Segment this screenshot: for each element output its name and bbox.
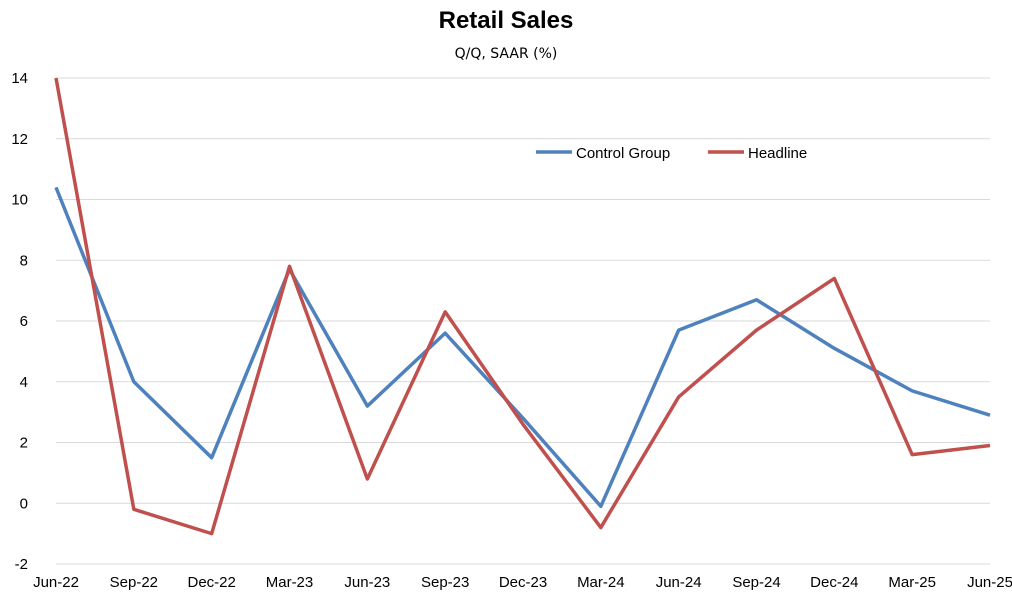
x-tick-label: Jun-22 bbox=[33, 574, 79, 591]
chart-title: Retail Sales bbox=[438, 7, 574, 34]
y-tick-label: 2 bbox=[20, 435, 28, 452]
y-tick-label: 0 bbox=[20, 495, 28, 512]
y-tick-label: -2 bbox=[15, 556, 28, 573]
legend: Control Group Headline bbox=[536, 145, 807, 162]
chart-subtitle: Q/Q, SAAR (%) bbox=[454, 46, 558, 62]
x-tick-label: Mar-23 bbox=[266, 574, 314, 591]
x-tick-label: Mar-24 bbox=[577, 574, 625, 591]
x-tick-label: Dec-22 bbox=[187, 574, 235, 591]
x-tick-label: Sep-23 bbox=[421, 574, 469, 591]
series-line-control-group bbox=[54, 186, 991, 509]
y-tick-label: 8 bbox=[20, 252, 28, 269]
y-tick-label: 4 bbox=[20, 374, 28, 391]
x-tick-label: Jun-23 bbox=[344, 574, 390, 591]
y-tick-label: 14 bbox=[11, 70, 28, 87]
x-tick-label: Jun-24 bbox=[656, 574, 702, 591]
y-tick-label: 10 bbox=[11, 192, 28, 209]
y-tick-label: 12 bbox=[11, 131, 28, 148]
axes: -2 0 2 4 6 8 10 12 14 Jun-22 Sep-22 Dec-22 Mar-23 Jun… bbox=[11, 70, 1012, 591]
series-line-headline bbox=[54, 77, 991, 536]
x-tick-label: Sep-24 bbox=[732, 574, 780, 591]
legend-label: Headline bbox=[748, 145, 807, 162]
series-lines bbox=[54, 77, 991, 536]
x-tick-label: Dec-24 bbox=[810, 574, 858, 591]
x-tick-label: Jun-25 bbox=[967, 574, 1012, 591]
x-tick-label: Dec-23 bbox=[499, 574, 547, 591]
legend-label: Control Group bbox=[576, 145, 670, 162]
x-tick-label: Sep-22 bbox=[110, 574, 158, 591]
x-tick-label: Mar-25 bbox=[888, 574, 936, 591]
y-tick-label: 6 bbox=[20, 313, 28, 330]
gridlines bbox=[56, 77, 990, 565]
